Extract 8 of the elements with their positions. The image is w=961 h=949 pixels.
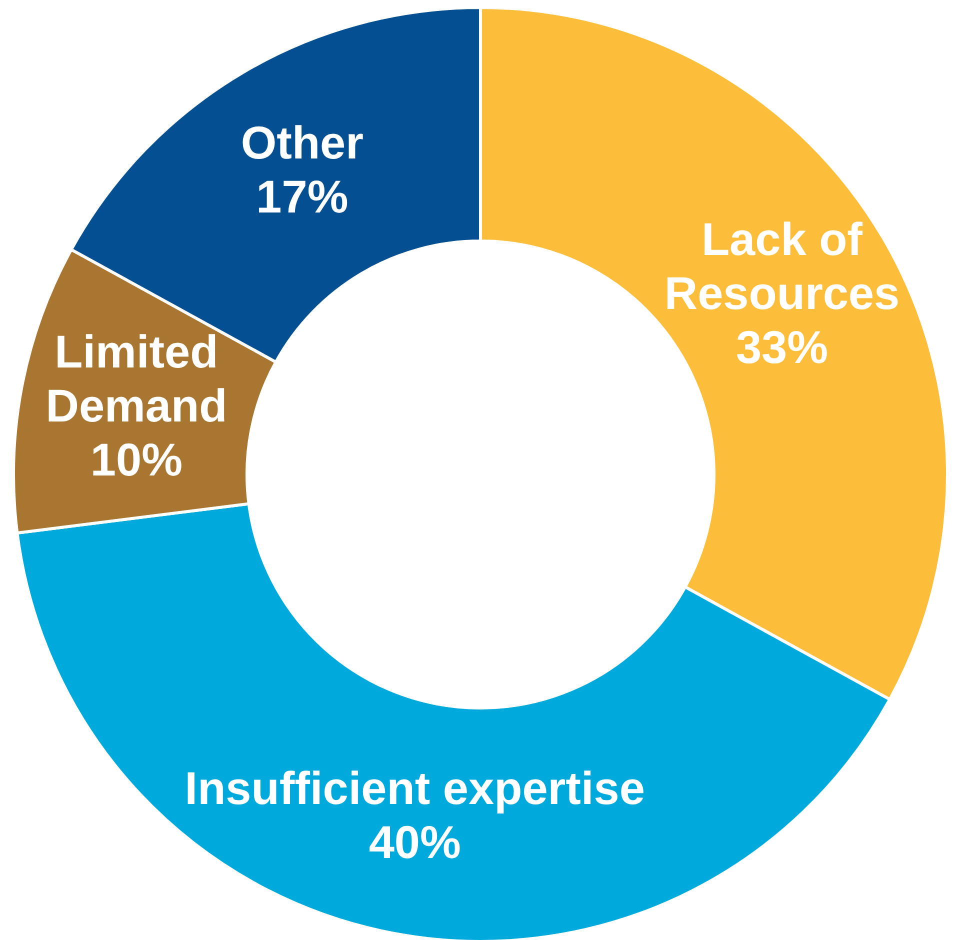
data-label: 40% bbox=[368, 816, 461, 868]
slice-label: Lack of Resources bbox=[664, 212, 900, 319]
slice-label: Other bbox=[240, 116, 364, 169]
data-label: 17% bbox=[256, 170, 348, 223]
slice-label: Limited Demand bbox=[46, 326, 228, 432]
data-label: 33% bbox=[736, 320, 828, 373]
data-label: 10% bbox=[90, 434, 182, 486]
slice-label: Insufficient expertise bbox=[184, 762, 645, 814]
